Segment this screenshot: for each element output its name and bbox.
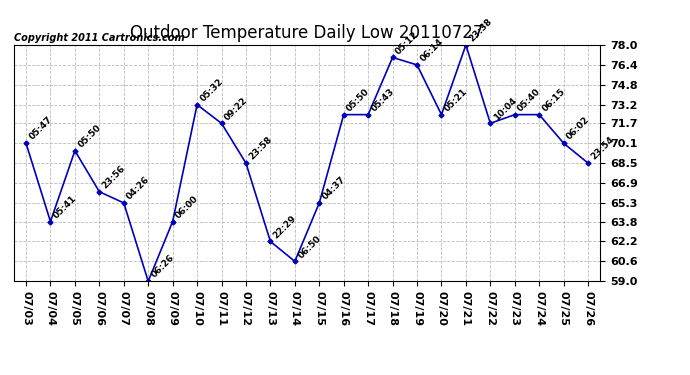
Text: 23:58: 23:58 [247, 135, 274, 162]
Text: 04:37: 04:37 [321, 175, 347, 201]
Text: 06:50: 06:50 [296, 234, 323, 260]
Title: Outdoor Temperature Daily Low 20110727: Outdoor Temperature Daily Low 20110727 [130, 24, 484, 42]
Text: 05:41: 05:41 [52, 194, 79, 220]
Text: 23:54: 23:54 [589, 135, 616, 162]
Text: 05:40: 05:40 [516, 87, 542, 113]
Text: 06:02: 06:02 [565, 116, 591, 142]
Text: 06:15: 06:15 [540, 87, 567, 113]
Text: 05:32: 05:32 [199, 77, 225, 103]
Text: 04:26: 04:26 [125, 175, 152, 201]
Text: 09:22: 09:22 [223, 95, 250, 122]
Text: 05:21: 05:21 [443, 87, 469, 113]
Text: 06:26: 06:26 [150, 254, 176, 280]
Text: 23:38: 23:38 [467, 17, 494, 44]
Text: 23:56: 23:56 [101, 164, 128, 190]
Text: 05:12: 05:12 [394, 30, 420, 56]
Text: 22:29: 22:29 [272, 213, 299, 240]
Text: 06:14: 06:14 [418, 37, 445, 63]
Text: 05:47: 05:47 [28, 115, 54, 142]
Text: 05:50: 05:50 [77, 123, 103, 149]
Text: 10:04: 10:04 [492, 95, 518, 122]
Text: Copyright 2011 Cartronics.com: Copyright 2011 Cartronics.com [14, 33, 184, 43]
Text: 05:43: 05:43 [370, 87, 396, 113]
Text: 05:50: 05:50 [345, 87, 371, 113]
Text: 06:00: 06:00 [174, 194, 200, 220]
